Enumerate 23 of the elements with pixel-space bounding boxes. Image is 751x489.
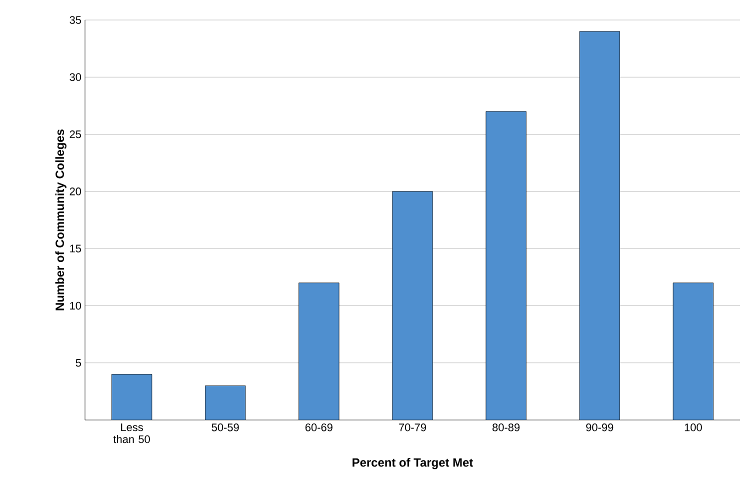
- x-axis-title: Percent of Target Met: [352, 458, 474, 470]
- bar: [392, 191, 433, 420]
- y-tick-label: 35: [70, 16, 82, 24]
- bar: [205, 386, 246, 420]
- x-tick-label: 70-79: [399, 424, 426, 432]
- y-tick-label: 25: [70, 130, 82, 138]
- bar: [298, 282, 340, 420]
- bar: [672, 282, 714, 420]
- y-tick-label: 20: [70, 188, 82, 196]
- x-tick-label: 60-69: [305, 424, 332, 432]
- x-tick-label: 100: [684, 424, 702, 432]
- x-tick-label: 90-99: [586, 424, 614, 432]
- y-tick-label: 10: [70, 302, 82, 310]
- y-tick-label: 15: [70, 244, 82, 252]
- bar: [486, 111, 526, 420]
- bar: [580, 31, 620, 420]
- y-axis-title: Number of Community Colleges: [55, 129, 66, 310]
- x-tick-label: Less than 50: [113, 424, 150, 444]
- y-tick-label: 5: [76, 359, 82, 367]
- y-tick-label: 30: [70, 73, 82, 82]
- bar: [112, 374, 152, 420]
- x-tick-label: 80-89: [492, 424, 520, 432]
- x-tick-label: 50-59: [212, 424, 239, 432]
